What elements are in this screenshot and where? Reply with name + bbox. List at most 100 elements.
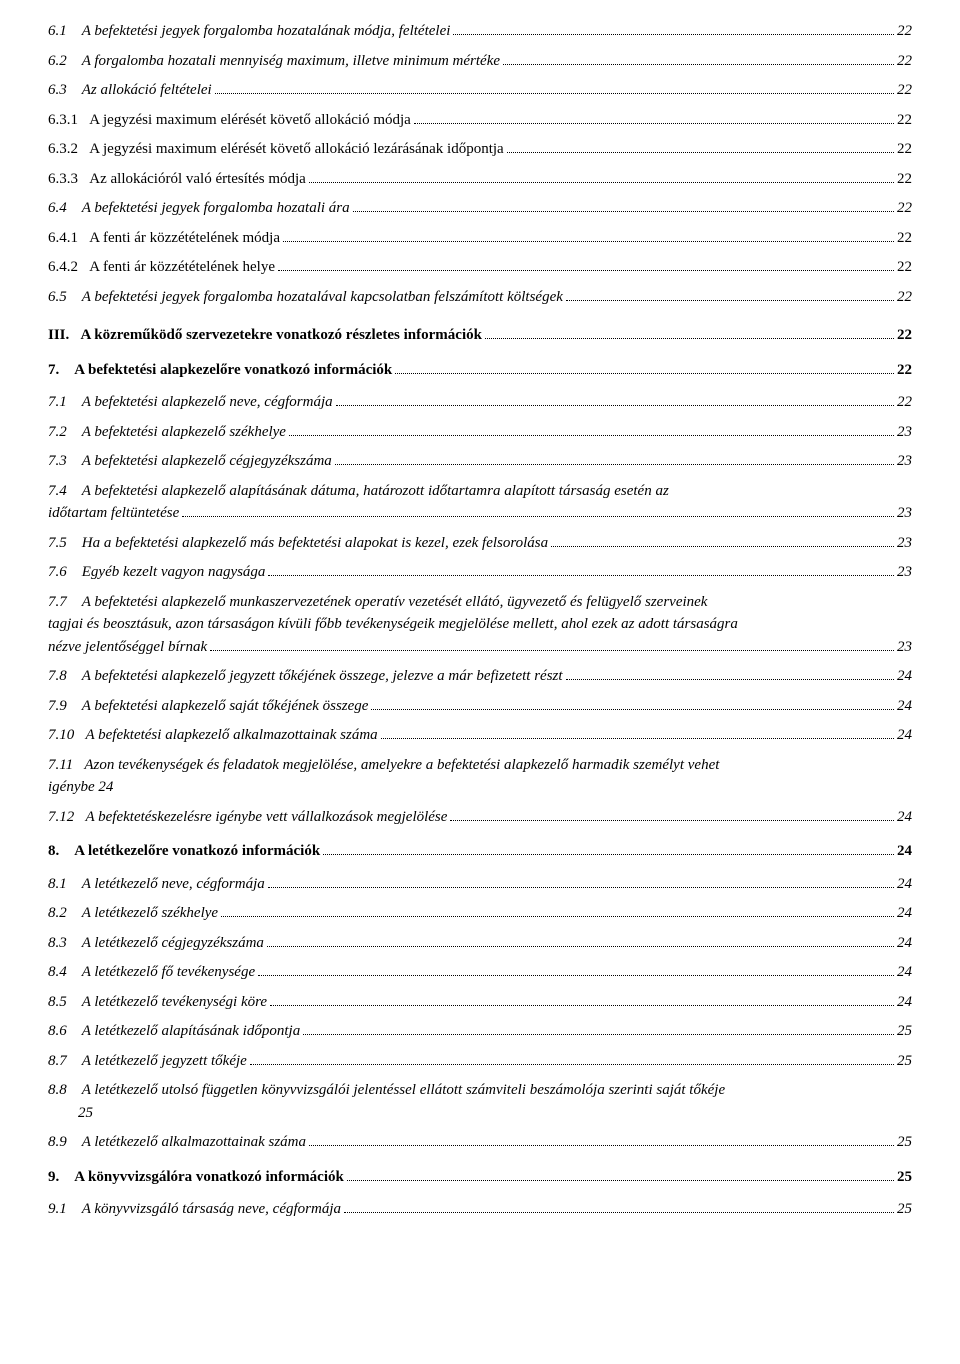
toc-title: Az allokáció feltételei (82, 79, 212, 102)
toc-number: 6.3 (48, 79, 82, 102)
toc-page-number: 24 (897, 873, 912, 896)
toc-number: 7.6 (48, 561, 82, 584)
toc-leader-dots (566, 300, 894, 301)
toc-number: 8.9 (48, 1131, 82, 1154)
toc-leader-dots (268, 575, 894, 576)
toc-number: 7.8 (48, 665, 82, 688)
toc-page-number: 24 (897, 991, 912, 1014)
toc-entry: 7.3 A befektetési alapkezelő cégjegyzéks… (48, 450, 912, 473)
toc-number: 7.5 (48, 532, 82, 555)
toc-number: 6.4 (48, 197, 82, 220)
toc-entry: 9.1 A könyvvizsgáló társaság neve, cégfo… (48, 1198, 912, 1221)
toc-title: A befektetési alapkezelő jegyzett tőkéjé… (82, 665, 563, 688)
toc-title: A befektetési jegyek forgalomba hozatali… (82, 197, 350, 220)
toc-page-number: 23 (897, 450, 912, 473)
toc-entry: 9. A könyvvizsgálóra vonatkozó informáci… (48, 1166, 912, 1189)
toc-leader-dots (551, 546, 894, 547)
toc-title: A letétkezelő székhelye (82, 902, 218, 925)
toc-entry: 7.6 Egyéb kezelt vagyon nagysága 23 (48, 561, 912, 584)
toc-page-number: 24 (897, 806, 912, 829)
toc-title: A jegyzési maximum elérését követő allok… (89, 109, 411, 132)
toc-title: nézve jelentőséggel bírnak (48, 636, 207, 659)
toc-title: Ha a befektetési alapkezelő más befektet… (82, 532, 548, 555)
toc-leader-dots (566, 679, 894, 680)
toc-title: A közreműködő szervezetekre vonatkozó ré… (81, 324, 482, 347)
toc-entry: 7.11 Azon tevékenységek és feladatok meg… (48, 754, 912, 799)
toc-title: A jegyzési maximum elérését követő allok… (89, 138, 503, 161)
toc-title: A befektetési alapkezelő alapításának dá… (82, 480, 669, 503)
toc-number: 6.3.3 (48, 168, 89, 191)
toc-title: A letétkezelő alapításának időpontja (82, 1020, 300, 1043)
toc-page-number: 22 (897, 227, 912, 250)
toc-page-number: 25 (897, 1166, 912, 1189)
toc-number: 7.7 (48, 591, 82, 614)
toc-entry: 7.7 A befektetési alapkezelő munkaszerve… (48, 591, 912, 659)
toc-leader-dots (250, 1064, 894, 1065)
toc-number: 6.2 (48, 50, 82, 73)
toc-leader-dots (336, 405, 894, 406)
toc-number: 7. (48, 359, 74, 382)
toc-entry: 6.4.2 A fenti ár közzétételének helye22 (48, 256, 912, 279)
toc-entry: 7.8 A befektetési alapkezelő jegyzett tő… (48, 665, 912, 688)
toc-page-number: 23 (897, 561, 912, 584)
toc-entry: 6.3.1 A jegyzési maximum elérését követő… (48, 109, 912, 132)
toc-leader-dots (278, 270, 894, 271)
toc-number: III. (48, 324, 81, 347)
toc-entry: 6.3.3 Az allokációról való értesítés mód… (48, 168, 912, 191)
toc-page-number: 22 (897, 20, 912, 43)
toc-page-number: 25 (897, 1020, 912, 1043)
toc-title: A befektetési alapkezelő saját tőkéjének… (82, 695, 369, 718)
toc-number: 6.4.2 (48, 256, 89, 279)
toc-page-number: 23 (897, 636, 912, 659)
toc-number: 6.1 (48, 20, 82, 43)
toc-page-number: 23 (897, 421, 912, 444)
toc-title: Az allokációról való értesítés módja (89, 168, 306, 191)
toc-entry: 6.2 A forgalomba hozatali mennyiség maxi… (48, 50, 912, 73)
toc-title: A befektetési alapkezelőre vonatkozó inf… (74, 359, 392, 382)
toc-title: A befektetéskezelésre igénybe vett válla… (86, 806, 448, 829)
toc-number: 8.2 (48, 902, 82, 925)
toc-title: A befektetési jegyek forgalomba hozatalá… (82, 20, 451, 43)
toc-leader-dots (353, 211, 894, 212)
toc-entry: 6.4 A befektetési jegyek forgalomba hoza… (48, 197, 912, 220)
toc-entry: 7.1 A befektetési alapkezelő neve, cégfo… (48, 391, 912, 414)
toc-title: időtartam feltüntetése (48, 502, 179, 525)
toc-title: Azon tevékenységek és feladatok megjelöl… (84, 754, 719, 777)
toc-entry: 8.6 A letétkezelő alapításának időpontja… (48, 1020, 912, 1043)
toc-title: Egyéb kezelt vagyon nagysága (82, 561, 266, 584)
toc-page-number: 25 (897, 1131, 912, 1154)
toc-entry: 8.3 A letétkezelő cégjegyzékszáma24 (48, 932, 912, 955)
toc-page-number: 24 (897, 932, 912, 955)
toc-entry: 8.2 A letétkezelő székhelye24 (48, 902, 912, 925)
toc-leader-dots (453, 34, 894, 35)
toc-entry: 6.1 A befektetési jegyek forgalomba hoza… (48, 20, 912, 43)
toc-entry: 7.2 A befektetési alapkezelő székhelye23 (48, 421, 912, 444)
toc-entry: 6.4.1 A fenti ár közzétételének módja 22 (48, 227, 912, 250)
toc-leader-dots (344, 1212, 894, 1213)
toc-leader-dots (414, 123, 894, 124)
toc-title: A befektetési alapkezelő cégjegyzékszáma (82, 450, 332, 473)
toc-number: 8.1 (48, 873, 82, 896)
toc-page-number: 24 (897, 665, 912, 688)
toc-leader-dots (347, 1180, 894, 1181)
toc-page-number: 23 (897, 532, 912, 555)
toc-leader-dots (283, 241, 894, 242)
toc-entry: 6.5 A befektetési jegyek forgalomba hoza… (48, 286, 912, 309)
toc-number: 6.3.1 (48, 109, 89, 132)
toc-page-number: 23 (897, 502, 912, 525)
toc-entry: 7. A befektetési alapkezelőre vonatkozó … (48, 359, 912, 382)
toc-number: 7.3 (48, 450, 82, 473)
toc-title: tagjai és beosztásuk, azon társaságon kí… (48, 613, 738, 636)
toc-entry: 8.5 A letétkezelő tevékenységi köre24 (48, 991, 912, 1014)
toc-title: A letétkezelő neve, cégformája (82, 873, 265, 896)
toc-number: 8.7 (48, 1050, 82, 1073)
toc-number: 6.4.1 (48, 227, 89, 250)
toc-title: A fenti ár közzétételének módja (89, 227, 280, 250)
toc-leader-dots (303, 1034, 894, 1035)
toc-number: 7.4 (48, 480, 82, 503)
toc-leader-dots (323, 854, 894, 855)
toc-leader-dots (309, 1145, 894, 1146)
toc-number: 8. (48, 840, 74, 863)
toc-entry: III. A közreműködő szervezetekre vonatko… (48, 324, 912, 347)
toc-title: A befektetési jegyek forgalomba hozatalá… (82, 286, 563, 309)
